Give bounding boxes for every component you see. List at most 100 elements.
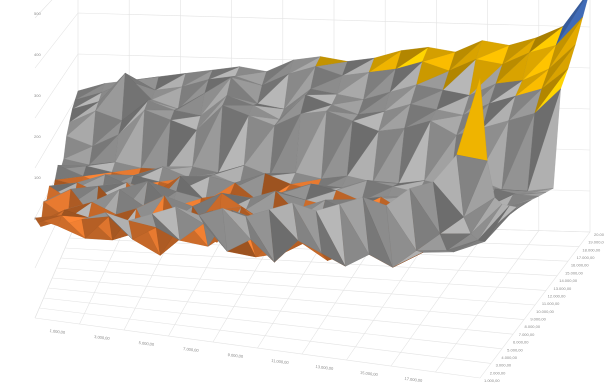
gridline [60,257,547,291]
gridline [47,287,514,335]
surface-facet [245,216,275,263]
x-tick-label: 5.000,00 [138,340,155,347]
surface-facet [226,77,259,104]
surface-facet [475,40,510,60]
surface-facet [522,45,557,82]
surface-facet [342,57,375,76]
surface-facet [269,113,301,176]
z-tick-label: 200 [34,134,41,139]
surface-facet [339,204,370,267]
y-tick-label: 18.000,00 [582,247,601,252]
surface-facet [74,83,105,101]
surface-facet [555,0,585,46]
surface-facet [269,209,299,263]
surface-facet [515,68,549,97]
z-tick-label: 100 [34,175,41,180]
surface-facet [198,215,228,252]
surface-facet [248,105,280,120]
surface-facet [72,92,102,110]
surface-facet [315,56,348,67]
surface-facet [105,212,133,240]
x-tick-label: 7.000,00 [183,346,200,353]
surface-facet [372,127,405,182]
y-tick-label: 1.000,00 [484,378,500,383]
x-tick-label: 11.000,00 [271,358,290,365]
surface-facet [430,109,464,122]
surface-facet [205,176,236,202]
surface-facet [218,105,249,173]
y-tick-label: 9.000,00 [530,317,546,322]
gridline [34,317,481,379]
surface-facet [300,94,333,115]
surface-facet [274,94,306,126]
surface-facet [410,84,444,105]
x-tick-label: 3.000,00 [94,334,111,341]
x-tick-label: 9.000,00 [227,352,244,359]
surface-facet [253,103,285,110]
surface-facet [144,100,175,111]
surface-facet [362,197,394,268]
y-tick-label: 10.000,00 [536,309,555,314]
x-axis: 1.000,00 3.000,00 5.000,00 7.000,00 9.000,00… [49,328,467,383]
y-tick-label: 11.000,00 [542,301,560,306]
surface-facet [213,165,245,175]
surface-facet [384,84,417,112]
gridline [52,277,525,320]
surface-facet [181,69,213,88]
surface-facet [222,95,254,106]
y-tick-label: 2.000,00 [490,370,506,375]
surface-facet [63,135,93,160]
surface-facet [470,204,503,241]
surface-facet [489,80,523,104]
z-axis: 0100200300400500600 [34,11,41,221]
surface-facet [188,166,219,178]
surface-facet [508,88,542,122]
x-tick-label: 1.000,00 [49,328,66,335]
surface-facet [363,68,397,100]
surface-facet [439,233,472,251]
y-tick-label: 8.000,00 [525,324,541,329]
surface-facet [321,110,353,179]
surface-facet [505,194,539,208]
surface-facet [280,183,312,194]
y-tick-label: 19.000,00 [588,240,604,245]
surface-facet [392,180,425,187]
surface-facet [196,95,228,131]
surface-facet [155,73,186,91]
surface-facet [463,197,495,235]
surface-facet [422,47,456,62]
z-tick-label: 400 [34,52,41,57]
surface-facet [166,119,197,170]
surface-facet [446,239,478,253]
surface-facet [310,66,343,90]
surface-facet [151,213,180,241]
surface-facet [170,110,201,121]
surface-facet [200,77,232,116]
surface-facet [89,134,119,166]
x-tick-label: 17.000,00 [404,376,423,383]
surface-facet [175,206,204,241]
surface-facet [34,215,62,223]
surface-facet [58,215,86,239]
surface-facet [395,47,429,70]
surface-facet [174,93,205,111]
surface-facet [331,94,364,105]
surface-facet [86,161,116,167]
surface-facet [305,88,338,96]
x-tick-label: 15.000,00 [360,370,379,377]
surface-facet [192,105,223,167]
surface-facet [378,103,411,132]
surface-facet [346,120,379,177]
y-tick-label: 20.000,00 [594,232,604,237]
surface-facet [336,72,370,95]
y-tick-label: 7.000,00 [519,332,535,337]
surface-facet [448,40,483,72]
chart-surface [34,0,588,268]
y-tick-label: 5.000,00 [507,347,523,352]
surface-facet [230,75,263,86]
y-tick-label: 15.000,00 [565,270,584,275]
surface-facet [315,210,346,267]
surface-facet [295,110,327,173]
surface-facet [151,86,183,100]
